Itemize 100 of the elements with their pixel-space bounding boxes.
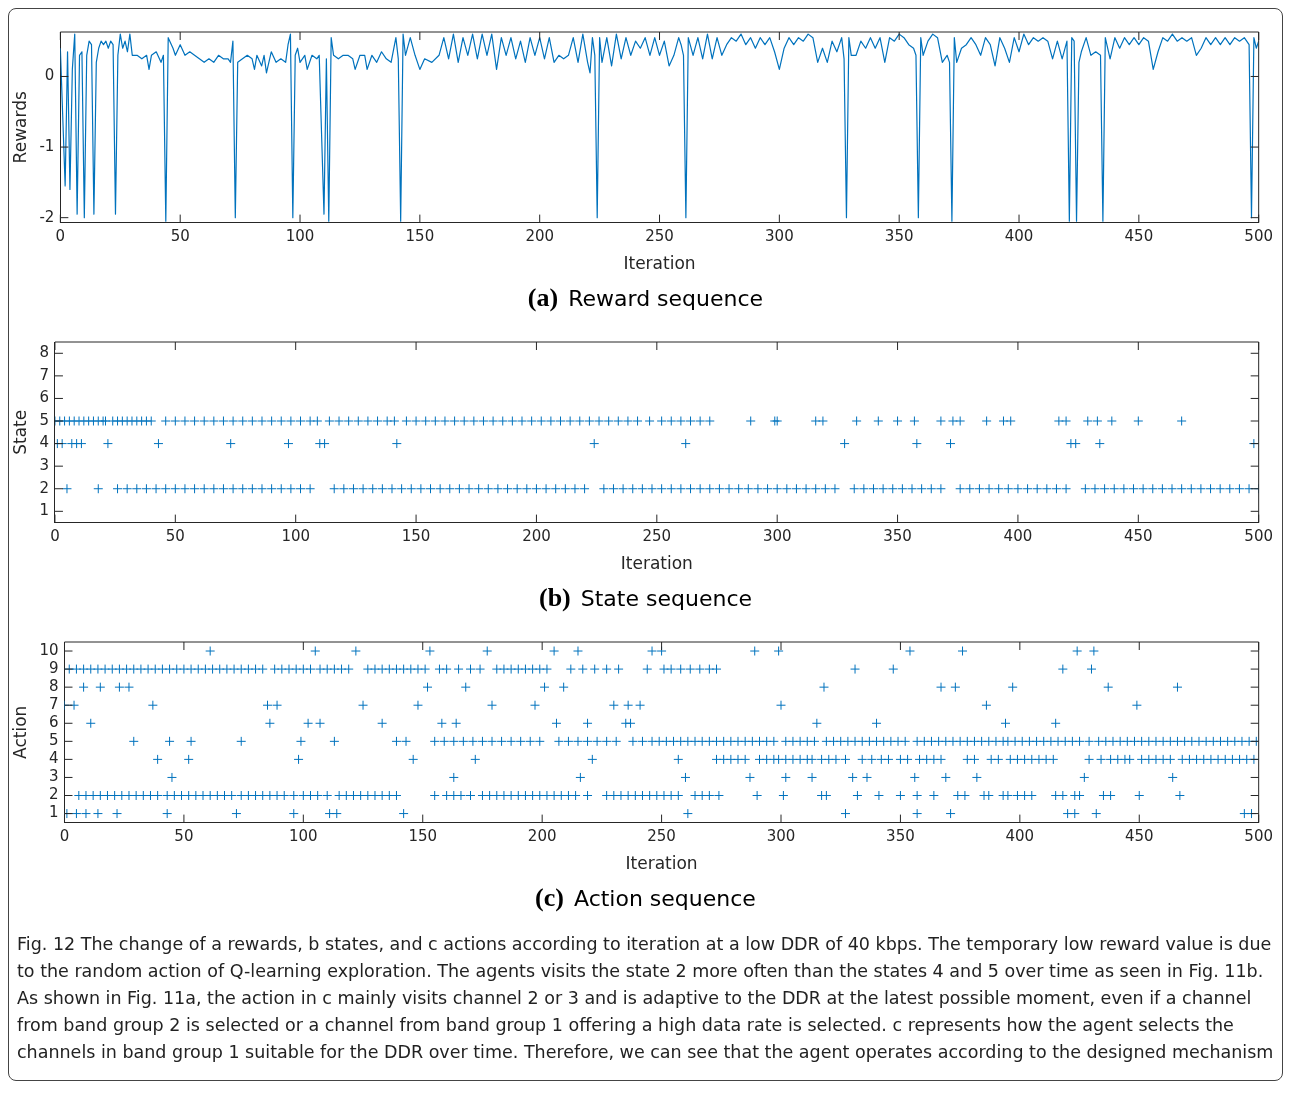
x-tick-label: 300 — [766, 827, 796, 846]
x-tick-label: 150 — [401, 527, 431, 546]
x-tick-label: 150 — [408, 827, 438, 846]
point — [460, 682, 471, 693]
point — [147, 700, 158, 711]
point — [635, 700, 646, 711]
point — [377, 718, 388, 729]
point — [682, 808, 693, 819]
point — [981, 700, 992, 711]
x-axis-title: Iteration — [620, 553, 693, 574]
point — [680, 772, 691, 783]
point — [350, 646, 361, 657]
point — [1131, 700, 1142, 711]
point — [1000, 718, 1011, 729]
point — [422, 682, 433, 693]
point — [451, 718, 462, 729]
y-tick-label: 0 — [44, 66, 55, 85]
y-tick-label: 7 — [48, 695, 59, 714]
point — [811, 718, 822, 729]
point — [861, 772, 872, 783]
point — [945, 808, 956, 819]
text: (b) State sequence — [538, 583, 753, 612]
x-tick-label: 200 — [527, 827, 557, 846]
point — [71, 808, 82, 819]
point — [78, 682, 89, 693]
point — [558, 682, 569, 693]
x-tick-label: 400 — [1005, 827, 1035, 846]
y-tick-label: 4 — [48, 749, 59, 768]
point — [80, 808, 91, 819]
point — [773, 646, 784, 657]
point — [448, 772, 459, 783]
point — [166, 772, 177, 783]
y-axis-title: Action — [9, 705, 30, 759]
y-tick-label: 2 — [39, 478, 49, 497]
x-tick-label: 450 — [1124, 227, 1154, 246]
point — [776, 700, 787, 711]
point — [909, 772, 920, 783]
text: (a) Reward sequence — [527, 283, 764, 312]
point — [398, 808, 409, 819]
x-tick-label: 200 — [522, 527, 551, 546]
point — [1007, 682, 1018, 693]
point — [303, 718, 314, 729]
point — [310, 646, 321, 657]
point — [847, 772, 858, 783]
y-tick-label: 2 — [48, 785, 59, 804]
point — [1069, 808, 1080, 819]
point — [85, 718, 96, 729]
x-tick-label: 450 — [1123, 527, 1153, 546]
point — [1167, 772, 1178, 783]
point — [950, 682, 961, 693]
y-tick-label: 1 — [48, 803, 59, 822]
point — [1172, 682, 1183, 693]
point — [625, 718, 636, 729]
point — [482, 646, 493, 657]
x-tick-label: 500 — [1244, 827, 1274, 846]
y-tick-label: 8 — [39, 343, 49, 362]
point — [487, 700, 498, 711]
y-tick-label: -1 — [39, 136, 55, 155]
y-tick-label: 6 — [48, 713, 59, 732]
x-tick-label: 100 — [285, 227, 315, 246]
point — [539, 682, 550, 693]
y-tick-label: 9 — [48, 658, 59, 677]
x-tick-label: 350 — [886, 827, 915, 846]
x-tick-label: 100 — [289, 827, 318, 846]
point — [575, 772, 586, 783]
y-tick-label: 5 — [48, 731, 59, 750]
y-tick-label: -2 — [39, 207, 55, 226]
point — [904, 646, 915, 657]
point — [1050, 718, 1061, 729]
y-tick-label: 3 — [48, 767, 59, 786]
point — [231, 808, 242, 819]
point — [1091, 808, 1102, 819]
text: (c) Action sequence — [535, 883, 756, 912]
x-tick-label: 150 — [405, 227, 435, 246]
point — [623, 700, 634, 711]
point — [780, 772, 791, 783]
point — [744, 772, 755, 783]
y-tick-label: 5 — [39, 410, 49, 429]
point — [1088, 646, 1099, 657]
point — [840, 808, 851, 819]
point — [205, 646, 216, 657]
point — [1103, 682, 1114, 693]
x-tick-label: 200 — [525, 227, 555, 246]
x-tick-label: 350 — [883, 527, 912, 546]
point — [112, 808, 123, 819]
x-tick-label: 400 — [1003, 527, 1033, 546]
point — [530, 700, 540, 711]
point — [551, 718, 562, 729]
point — [424, 646, 435, 657]
x-tick-label: 500 — [1244, 227, 1274, 246]
y-axis-title: State — [9, 409, 30, 455]
point — [262, 700, 273, 711]
point — [92, 808, 103, 819]
point — [264, 718, 275, 729]
point — [95, 682, 106, 693]
x-tick-label: 500 — [1244, 527, 1274, 546]
y-tick-label: 1 — [39, 501, 49, 520]
x-axis-title: Iteration — [625, 853, 698, 874]
point — [288, 808, 299, 819]
point — [123, 682, 134, 693]
